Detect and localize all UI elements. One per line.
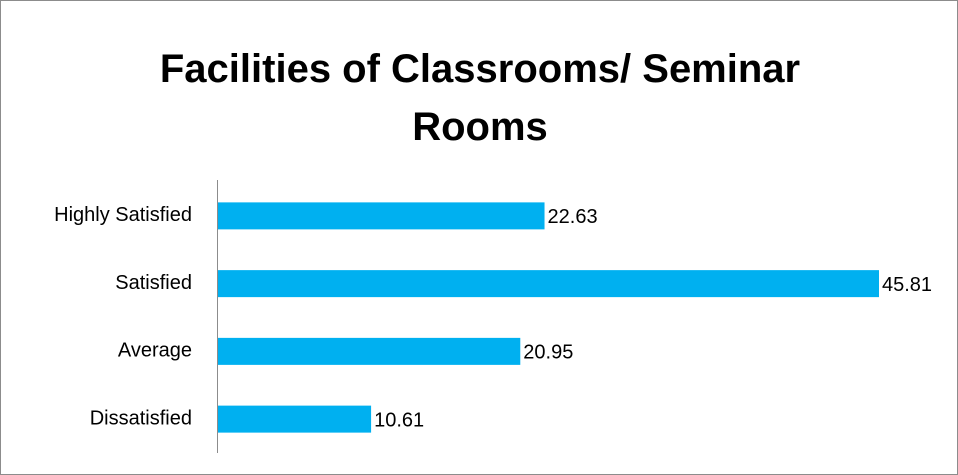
chart-title: Facilities of Classrooms/ Seminar Rooms: [159, 47, 801, 149]
y-tick-label: Highly Satisfied: [54, 204, 192, 226]
y-tick-label: Satisfied: [115, 272, 192, 294]
y-tick-label: Average: [118, 340, 192, 362]
data-label: 10.61: [374, 409, 424, 431]
bar: [218, 405, 372, 433]
data-label: 22.63: [548, 206, 598, 228]
bar: [218, 337, 521, 365]
bar: [218, 202, 545, 230]
y-tick-label: Dissatisfied: [90, 407, 192, 429]
bar: [218, 270, 879, 298]
data-label: 20.95: [523, 342, 573, 364]
data-label: 45.81: [882, 274, 932, 296]
